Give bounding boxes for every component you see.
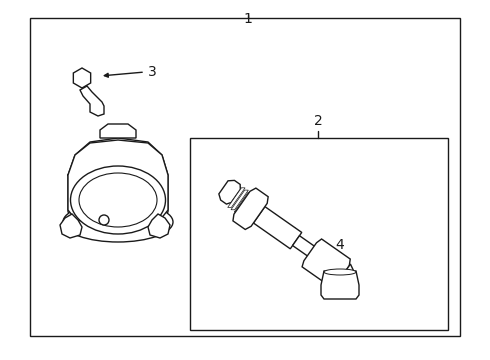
- Polygon shape: [100, 124, 136, 138]
- Text: 4: 4: [336, 238, 344, 252]
- Text: 1: 1: [244, 12, 252, 26]
- Polygon shape: [234, 192, 252, 212]
- Text: 3: 3: [148, 65, 157, 79]
- Polygon shape: [233, 188, 268, 229]
- Polygon shape: [302, 239, 350, 287]
- Polygon shape: [293, 236, 316, 257]
- Ellipse shape: [324, 269, 356, 275]
- Polygon shape: [228, 188, 245, 207]
- Bar: [30, 18, 460, 336]
- Ellipse shape: [63, 202, 173, 242]
- Ellipse shape: [71, 166, 166, 234]
- Polygon shape: [68, 140, 168, 226]
- Ellipse shape: [99, 215, 109, 225]
- Polygon shape: [74, 68, 91, 88]
- Polygon shape: [253, 207, 302, 249]
- Polygon shape: [336, 264, 354, 285]
- Polygon shape: [148, 214, 170, 238]
- Ellipse shape: [79, 173, 157, 227]
- Polygon shape: [80, 86, 104, 116]
- Bar: [190, 138, 448, 330]
- Polygon shape: [321, 271, 359, 299]
- Polygon shape: [60, 214, 82, 238]
- Text: 2: 2: [314, 114, 322, 128]
- Polygon shape: [231, 190, 248, 210]
- Polygon shape: [219, 180, 240, 204]
